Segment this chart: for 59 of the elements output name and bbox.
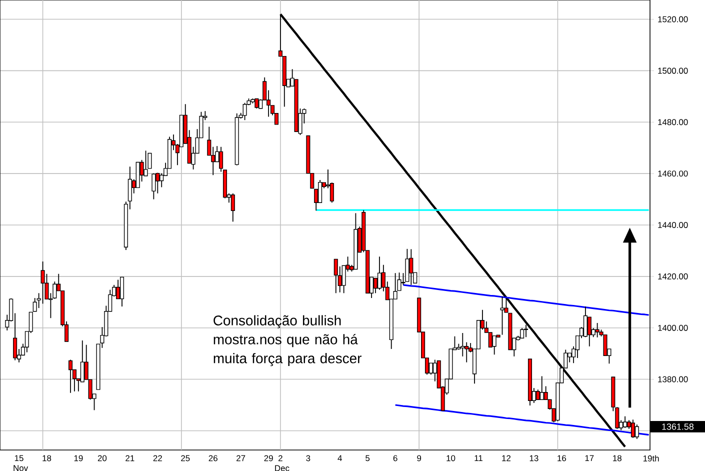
y-tick-label: 1500.00 — [658, 68, 688, 74]
x-tick-label: 19 — [74, 455, 83, 462]
candlestick — [40, 261, 45, 304]
x-tick-label: 20 — [98, 455, 107, 462]
x-tick-label: 6 — [393, 455, 398, 462]
annotation: Consolidação bullish mostra.nos que não há muita força para descer — [214, 315, 362, 366]
x-tick-label: 18 — [613, 455, 622, 462]
y-tick-label: 1460.00 — [658, 170, 688, 177]
x-tick-label: 25 — [181, 455, 190, 462]
y-tick-label: 1400.00 — [658, 324, 688, 331]
candlestick — [68, 359, 73, 394]
candlestick — [254, 98, 259, 109]
x-tick-label: 15 Nov — [14, 455, 28, 471]
x-tick-label: 4 — [338, 455, 342, 462]
candlestick — [397, 272, 402, 292]
x-tick-label: 13 — [530, 455, 538, 462]
text: 1361.58 — [662, 423, 694, 430]
candlestick — [318, 180, 322, 204]
candlestick — [587, 316, 592, 347]
candlestick — [405, 248, 410, 282]
candlestick — [492, 335, 496, 356]
x-tick-label: 16 — [558, 455, 566, 462]
candlestick — [634, 424, 639, 440]
candlestick — [156, 172, 160, 194]
x-tick-label: 17 — [585, 455, 594, 462]
x-tick-label: 19th — [643, 455, 659, 462]
y-tick-label: 1380.00 — [658, 376, 688, 382]
candlestick — [500, 296, 504, 336]
x-tick-label: 18 — [42, 455, 52, 462]
x-tick-label: 22 — [153, 455, 162, 462]
x-tick-label: 27 — [236, 455, 246, 462]
x-tick-label: 10 — [446, 455, 456, 462]
candlestick — [520, 328, 524, 339]
x-tick-label: 26 — [208, 455, 218, 462]
y-tick-label: 1440.00 — [658, 222, 688, 228]
y-tick-label: 1520.00 — [658, 16, 688, 22]
candlestick — [377, 256, 382, 290]
candlestick — [152, 172, 156, 200]
candlestick — [630, 419, 635, 438]
candlestick — [409, 248, 414, 286]
y-tick-label: 1420.00 — [658, 273, 688, 280]
x-tick-label: 11 — [474, 455, 482, 462]
x-tick-label: 5 — [366, 455, 370, 462]
x-tick-label: 21 — [126, 455, 134, 462]
x-tick-label: 2 Dec — [275, 455, 290, 471]
x-tick-label: 12 — [502, 455, 510, 462]
candlestick — [334, 258, 338, 294]
y-tick-label: 1480.00 — [658, 119, 688, 126]
candlestick — [460, 332, 465, 357]
candlestick — [242, 102, 247, 121]
candlestick — [116, 279, 120, 300]
candlestick — [120, 276, 124, 307]
candlestick — [540, 376, 544, 400]
candlestick — [595, 322, 600, 338]
x-tick-label: 29 — [264, 455, 273, 462]
candlestick — [230, 192, 235, 222]
x-tick-label: 9 — [417, 455, 422, 462]
candlestick — [623, 416, 628, 428]
x-tick-label: 3 — [306, 455, 310, 462]
